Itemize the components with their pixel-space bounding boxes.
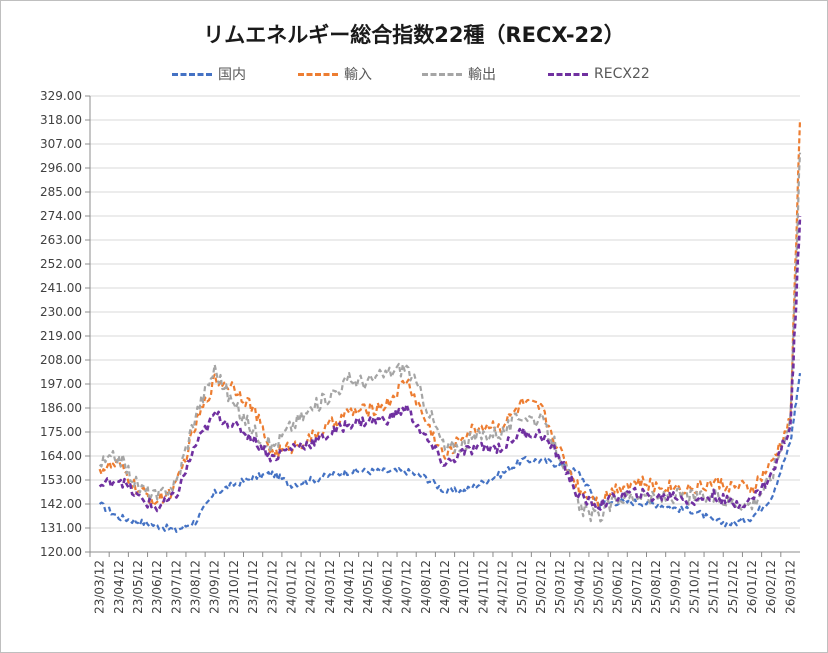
x-tick-label: 24/02/12	[304, 560, 318, 614]
y-tick-label: 120.00	[40, 545, 82, 559]
legend-label-domestic: 国内	[218, 67, 246, 83]
x-tick-label: 24/07/12	[400, 560, 414, 614]
x-tick-label: 24/09/12	[438, 560, 452, 614]
x-tick-label: 25/01/12	[515, 560, 529, 614]
y-tick-label: 131.00	[40, 521, 82, 535]
x-tick-label: 25/02/12	[534, 560, 548, 614]
y-tick-label: 219.00	[40, 329, 82, 343]
x-tick-label: 23/04/12	[112, 560, 126, 614]
y-tick-label: 175.00	[40, 425, 82, 439]
x-tick-label: 26/03/12	[783, 560, 797, 614]
x-tick-label: 25/03/12	[553, 560, 567, 614]
y-tick-label: 318.00	[40, 113, 82, 127]
x-tick-label: 25/04/12	[572, 560, 586, 614]
x-tick-label: 26/02/12	[764, 560, 778, 614]
x-tick-label: 24/10/12	[457, 560, 471, 614]
legend-item-import: 輸入	[298, 64, 372, 84]
y-tick-label: 164.00	[40, 449, 82, 463]
legend-item-recx22: RECX22	[548, 64, 650, 84]
x-tick-label: 26/01/12	[745, 560, 759, 614]
x-tick-label: 25/06/12	[611, 560, 625, 614]
series-line-import	[98, 119, 802, 508]
x-tick-label: 24/01/12	[284, 560, 298, 614]
y-tick-label: 208.00	[40, 353, 82, 367]
legend-swatch-import	[298, 72, 338, 76]
legend-label-import: 輸入	[344, 67, 372, 83]
x-tick-label: 24/12/12	[496, 560, 510, 614]
series-line-export	[98, 152, 802, 523]
y-tick-label: 329.00	[40, 89, 82, 103]
x-tick-label: 25/08/12	[649, 560, 663, 614]
legend-label-export: 輸出	[468, 67, 496, 83]
x-tick-label: 25/05/12	[592, 560, 606, 614]
x-tick-label: 24/05/12	[361, 560, 375, 614]
y-tick-label: 197.00	[40, 377, 82, 391]
legend-item-domestic: 国内	[172, 64, 246, 84]
x-tick-label: 23/11/12	[246, 560, 260, 614]
x-tick-label: 24/03/12	[323, 560, 337, 614]
x-tick-label: 23/08/12	[189, 560, 203, 614]
legend-swatch-export	[422, 72, 462, 76]
x-tick-label: 25/09/12	[668, 560, 682, 614]
x-tick-label: 25/12/12	[726, 560, 740, 614]
legend-label-recx22: RECX22	[594, 66, 650, 82]
series-line-domestic	[98, 372, 802, 533]
y-tick-label: 296.00	[40, 161, 82, 175]
y-tick-label: 285.00	[40, 185, 82, 199]
chart-title: リムエネルギー総合指数22種（RECX-22）	[203, 23, 625, 47]
x-tick-label: 23/03/12	[93, 560, 107, 614]
legend-swatch-recx22	[548, 72, 588, 76]
y-tick-label: 186.00	[40, 401, 82, 415]
x-tick-label: 24/06/12	[380, 560, 394, 614]
x-tick-label: 23/07/12	[169, 560, 183, 614]
x-tick-label: 23/10/12	[227, 560, 241, 614]
x-tick-label: 23/09/12	[208, 560, 222, 614]
x-tick-label: 24/04/12	[342, 560, 356, 614]
legend-item-export: 輸出	[422, 64, 496, 84]
legend: 国内 輸入 輸出 RECX22	[0, 64, 828, 84]
x-tick-label: 24/08/12	[419, 560, 433, 614]
x-tick-label: 23/12/12	[265, 560, 279, 614]
x-tick-label: 23/05/12	[131, 560, 145, 614]
x-tick-label: 25/11/12	[707, 560, 721, 614]
y-tick-label: 263.00	[40, 233, 82, 247]
series-line-recx22	[98, 215, 802, 513]
y-tick-label: 274.00	[40, 209, 82, 223]
y-tick-label: 142.00	[40, 497, 82, 511]
y-tick-label: 153.00	[40, 473, 82, 487]
y-tick-label: 230.00	[40, 305, 82, 319]
legend-swatch-domestic	[172, 72, 212, 76]
y-tick-label: 252.00	[40, 257, 82, 271]
x-tick-label: 25/07/12	[630, 560, 644, 614]
x-tick-label: 23/06/12	[150, 560, 164, 614]
x-tick-label: 25/10/12	[687, 560, 701, 614]
y-tick-label: 241.00	[40, 281, 82, 295]
x-tick-label: 24/11/12	[476, 560, 490, 614]
y-tick-label: 307.00	[40, 137, 82, 151]
